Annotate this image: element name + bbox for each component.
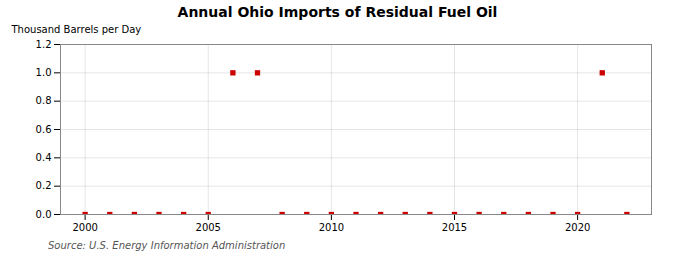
- svg-text:0.8: 0.8: [36, 95, 52, 106]
- svg-text:0.6: 0.6: [36, 124, 52, 135]
- html-text:Annual Ohio Imports of Residua: Annual Ohio Imports of Residual Fuel Oil: [177, 4, 498, 20]
- svg-text:0.4: 0.4: [36, 152, 52, 163]
- svg-text:1.2: 1.2: [36, 39, 52, 50]
- svg-text:2010: 2010: [319, 222, 344, 233]
- svg-text:0.0: 0.0: [36, 209, 52, 220]
- svg-text:2000: 2000: [72, 222, 97, 233]
- svg-text:2015: 2015: [442, 222, 467, 233]
- svg-text:2020: 2020: [565, 222, 590, 233]
- svg-text:0.2: 0.2: [36, 180, 52, 191]
- html-text:Source: U.S. Energy Informatio: Source: U.S. Energy Information Administ…: [48, 240, 286, 251]
- svg-text:2005: 2005: [196, 222, 221, 233]
- svg-text:1.0: 1.0: [36, 67, 52, 78]
- svg-text:Thousand Barrels per Day: Thousand Barrels per Day: [11, 24, 142, 35]
